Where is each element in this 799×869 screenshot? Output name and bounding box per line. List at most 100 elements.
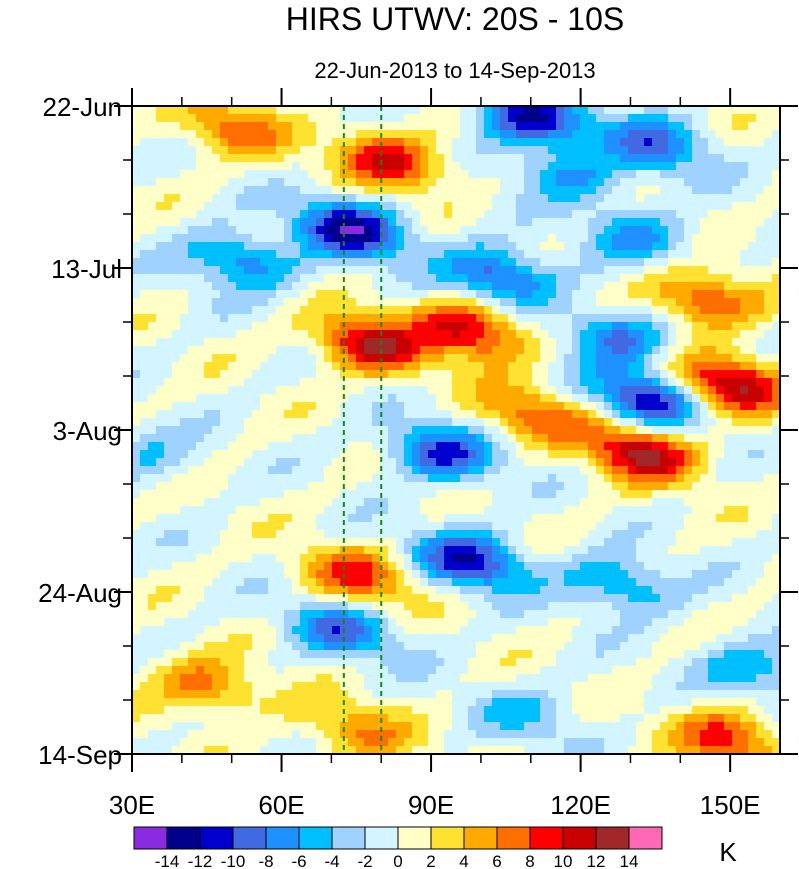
field-cell <box>716 242 725 251</box>
field-cell <box>188 554 197 563</box>
field-cell <box>652 186 661 195</box>
field-cell <box>324 594 333 603</box>
field-cell <box>148 218 157 227</box>
field-cell <box>492 202 501 211</box>
field-cell <box>636 410 645 419</box>
field-cell <box>756 570 765 579</box>
field-cell <box>356 434 365 443</box>
field-cell <box>580 330 589 339</box>
field-cell <box>724 218 733 227</box>
field-cell <box>308 338 317 347</box>
field-cell <box>604 258 613 267</box>
field-cell <box>196 194 205 203</box>
field-cell <box>652 226 661 235</box>
field-cell <box>564 274 573 283</box>
field-cell <box>324 274 333 283</box>
field-cell <box>420 378 429 387</box>
field-cell <box>132 306 141 315</box>
field-cell <box>180 514 189 523</box>
field-cell <box>604 586 613 595</box>
field-cell <box>268 346 277 355</box>
field-cell <box>676 514 685 523</box>
field-cell <box>596 330 605 339</box>
field-cell <box>420 498 429 507</box>
field-cell <box>460 322 469 331</box>
field-cell <box>172 130 181 139</box>
field-cell <box>484 378 493 387</box>
field-cell <box>716 586 725 595</box>
field-cell <box>700 490 709 499</box>
field-cell <box>284 250 293 259</box>
field-cell <box>476 330 485 339</box>
field-cell <box>372 498 381 507</box>
field-cell <box>708 522 717 531</box>
field-cell <box>420 418 429 427</box>
field-cell <box>380 242 389 251</box>
field-cell <box>308 210 317 219</box>
field-cell <box>412 506 421 515</box>
field-cell <box>308 418 317 427</box>
field-cell <box>588 274 597 283</box>
field-cell <box>332 242 341 251</box>
field-cell <box>588 370 597 379</box>
field-cell <box>636 426 645 435</box>
field-cell <box>140 242 149 251</box>
field-cell <box>380 466 389 475</box>
field-cell <box>676 330 685 339</box>
field-cell <box>492 106 501 115</box>
field-cell <box>564 546 573 555</box>
field-cell <box>236 466 245 475</box>
field-cell <box>484 250 493 259</box>
field-cell <box>556 506 565 515</box>
field-cell <box>212 122 221 131</box>
field-cell <box>140 394 149 403</box>
field-cell <box>708 506 717 515</box>
field-cell <box>380 402 389 411</box>
field-cell <box>516 514 525 523</box>
field-cell <box>276 210 285 219</box>
field-cell <box>748 114 757 123</box>
field-cell <box>356 426 365 435</box>
field-cell <box>148 426 157 435</box>
field-cell <box>420 146 429 155</box>
field-cell <box>716 498 725 507</box>
field-cell <box>324 498 333 507</box>
field-cell <box>652 274 661 283</box>
field-cell <box>268 162 277 171</box>
field-cell <box>476 394 485 403</box>
field-cell <box>716 490 725 499</box>
field-cell <box>164 290 173 299</box>
field-cell <box>620 410 629 419</box>
field-cell <box>668 378 677 387</box>
field-cell <box>228 170 237 179</box>
field-cell <box>732 306 741 315</box>
field-cell <box>428 458 437 467</box>
field-cell <box>620 370 629 379</box>
field-cell <box>668 218 677 227</box>
field-cell <box>220 250 229 259</box>
field-cell <box>164 394 173 403</box>
field-cell <box>556 210 565 219</box>
field-cell <box>684 162 693 171</box>
field-cell <box>732 122 741 131</box>
field-cell <box>212 402 221 411</box>
field-cell <box>692 154 701 163</box>
field-cell <box>652 442 661 451</box>
field-cell <box>548 274 557 283</box>
field-cell <box>524 418 533 427</box>
field-cell <box>204 498 213 507</box>
field-cell <box>436 402 445 411</box>
field-cell <box>292 170 301 179</box>
field-cell <box>348 442 357 451</box>
field-cell <box>628 194 637 203</box>
field-cell <box>692 354 701 363</box>
field-cell <box>604 346 613 355</box>
field-cell <box>732 258 741 267</box>
field-cell <box>356 418 365 427</box>
field-cell <box>468 330 477 339</box>
field-cell <box>236 434 245 443</box>
field-cell <box>764 434 773 443</box>
field-cell <box>636 378 645 387</box>
field-cell <box>708 514 717 523</box>
field-cell <box>636 290 645 299</box>
